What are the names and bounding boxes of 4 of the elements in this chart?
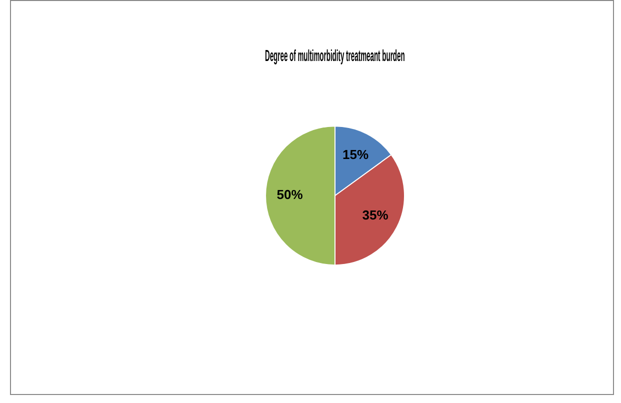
data-label: 15% <box>342 146 369 162</box>
chart-title: Degree of multimorbidity treatmeant burden <box>265 46 405 65</box>
data-label: 35% <box>362 208 389 223</box>
data-label: 50% <box>276 187 304 202</box>
